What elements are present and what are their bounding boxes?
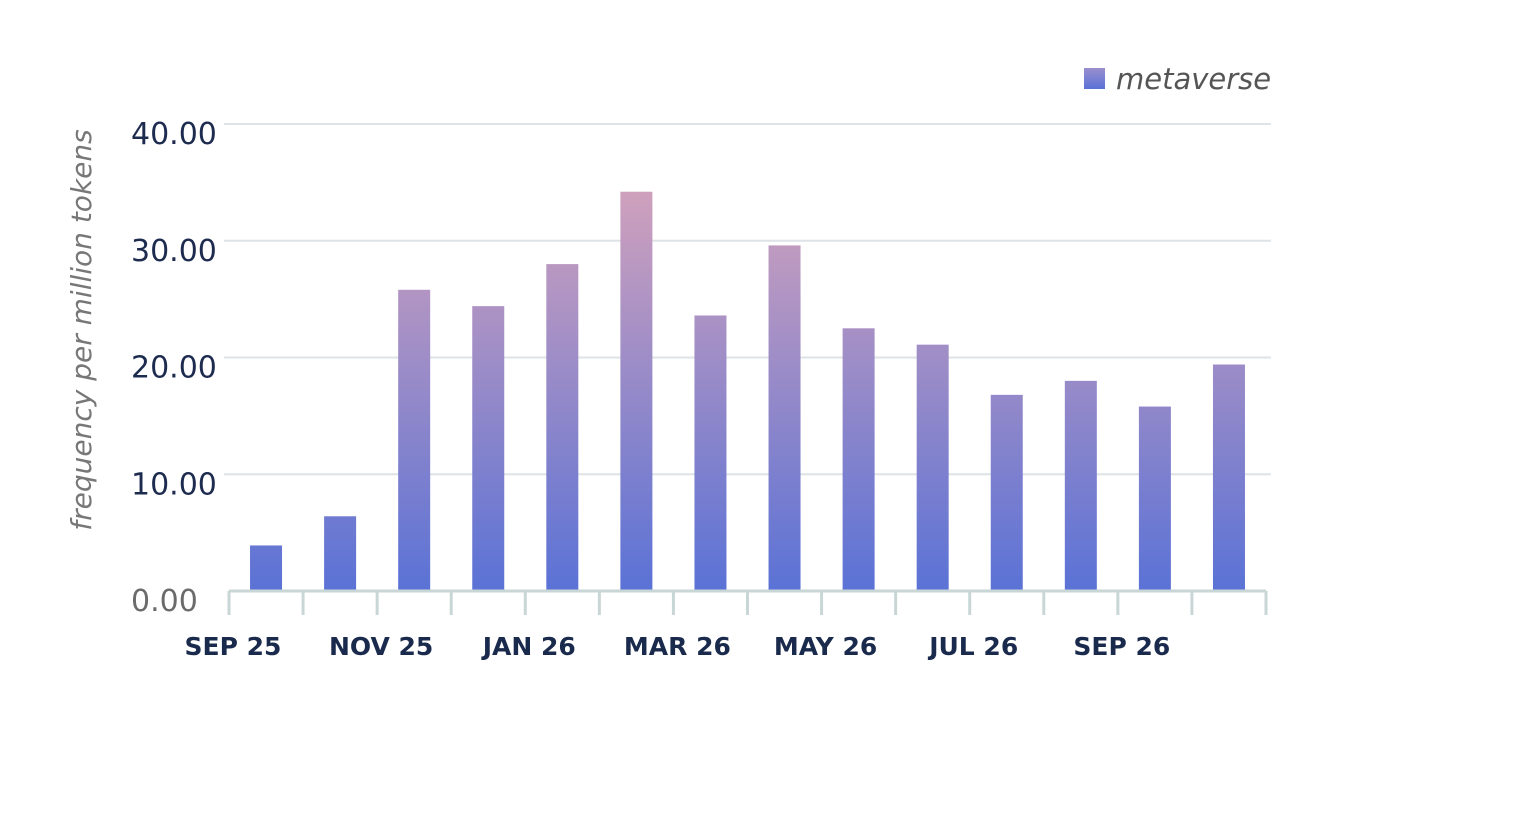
x-tick-label: JUL 26 <box>927 632 1018 661</box>
bar <box>324 516 357 591</box>
x-tick-label: SEP 25 <box>185 632 282 661</box>
legend-swatch <box>1084 68 1105 89</box>
y-axis-ticks: 0.00 10.00 20.00 30.00 40.00 <box>131 117 217 619</box>
bar <box>1064 380 1097 591</box>
bar <box>768 245 801 592</box>
x-tick-label: NOV 25 <box>329 632 433 661</box>
bar <box>842 328 875 591</box>
bar <box>1212 364 1245 591</box>
x-tick-label: MAY 26 <box>774 632 877 661</box>
bar <box>1138 406 1171 591</box>
x-axis <box>227 589 1268 615</box>
bar <box>694 315 727 591</box>
y-tick-label: 20.00 <box>131 351 217 386</box>
gridlines <box>224 123 1271 476</box>
bar <box>990 394 1023 591</box>
bar <box>546 264 579 591</box>
y-tick-label: 40.00 <box>131 117 217 152</box>
y-tick-label: 0.00 <box>131 584 198 619</box>
x-tick-label: SEP 26 <box>1073 632 1170 661</box>
bar <box>398 289 431 591</box>
x-axis-ticks: SEP 25 NOV 25 JAN 26 MAR 26 MAY 26 JUL 26 SEP … <box>185 632 1171 661</box>
bar <box>620 191 653 591</box>
bars <box>250 191 1245 592</box>
legend: metaverse <box>1084 62 1271 96</box>
bar <box>250 545 283 591</box>
legend-label: metaverse <box>1116 62 1271 96</box>
x-tick-label: MAR 26 <box>624 632 731 661</box>
bar <box>472 306 505 591</box>
bar <box>916 344 949 591</box>
y-tick-label: 30.00 <box>131 234 217 269</box>
y-tick-label: 10.00 <box>131 467 217 502</box>
x-tick-label: JAN 26 <box>481 632 576 661</box>
y-axis-label: frequency per million tokens <box>65 129 98 530</box>
